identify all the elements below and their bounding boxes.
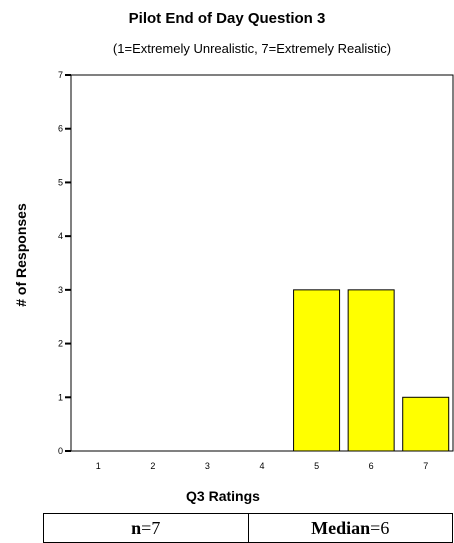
plot-frame — [70, 74, 454, 452]
bar-6 — [347, 289, 395, 452]
x-tick-label-4: 4 — [259, 461, 264, 471]
bar-5 — [293, 289, 341, 452]
y-tick-label-5: 5 — [58, 177, 63, 187]
n-label: n — [131, 517, 142, 538]
y-tick-label-0: 0 — [58, 446, 63, 456]
y-tick-label-7: 7 — [58, 70, 63, 80]
bar-chart: 0 1 2 3 4 5 6 7 1 2 3 4 5 6 7 — [58, 70, 454, 471]
x-tick-label-3: 3 — [205, 461, 210, 471]
x-tick-label-6: 6 — [369, 461, 374, 471]
x-tick-label-5: 5 — [314, 461, 319, 471]
x-tick-label-7: 7 — [423, 461, 428, 471]
summary-stats-table: n=7 Median=6 — [43, 513, 453, 543]
bar-7 — [402, 396, 450, 452]
median-cell: Median=6 — [247, 513, 453, 543]
y-tick-label-3: 3 — [58, 285, 63, 295]
y-tick-label-1: 1 — [58, 392, 63, 402]
median-value: =6 — [370, 517, 390, 538]
median-label: Median — [311, 517, 371, 538]
n-cell: n=7 — [43, 513, 249, 543]
chart-subtitle: (1=Extremely Unrealistic, 7=Extremely Re… — [112, 41, 392, 56]
x-tick-label-1: 1 — [96, 461, 101, 471]
n-value: =7 — [141, 517, 161, 538]
y-axis-label: # of Responses — [13, 203, 29, 307]
stats-row: n=7 Median=6 — [43, 513, 453, 543]
chart-title: Pilot End of Day Question 3 — [128, 10, 326, 27]
x-axis-label: Q3 Ratings — [186, 488, 260, 504]
x-tick-label-2: 2 — [150, 461, 155, 471]
y-tick-label-6: 6 — [58, 124, 63, 134]
y-tick-label-4: 4 — [58, 231, 63, 241]
y-tick-label-2: 2 — [58, 339, 63, 349]
